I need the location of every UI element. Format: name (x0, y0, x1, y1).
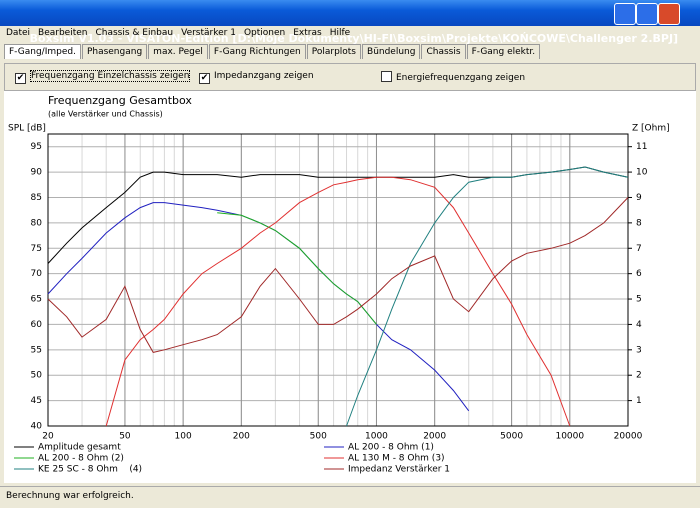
option[interactable]: ✔ Impedanzgang zeigen (199, 71, 314, 84)
series-line (47, 197, 629, 353)
minimize-button[interactable] (614, 3, 636, 25)
checkbox[interactable]: ✔ (15, 73, 26, 84)
y-tick-label: 55 (31, 345, 42, 355)
y2-axis-label: Z [Ohm] (632, 124, 670, 134)
x-tick-label: 10000 (555, 432, 584, 442)
x-tick-label: 20000 (614, 432, 643, 442)
y2-tick-label: 10 (636, 168, 648, 178)
plot-frame (47, 133, 629, 427)
y-tick-label: 40 (31, 422, 43, 432)
y-tick-label: 65 (31, 295, 42, 305)
x-tick-label: 100 (175, 432, 192, 442)
chart-title: Frequenzgang Gesamtbox (48, 94, 192, 107)
title-bar: Boxsim V1.03 - VISATON-Edition [D:\Moje … (0, 0, 700, 45)
close-button[interactable] (658, 3, 680, 25)
tab-strip: F-Gang/Imped. Phasengang max. Pegel F-Gang … (4, 44, 541, 59)
x-tick-label: 500 (310, 432, 327, 442)
legend-label: AL 130 M - 8 Ohm (3) (348, 454, 445, 464)
x-tick-label: 1000 (365, 432, 388, 442)
y-tick-label: 95 (31, 142, 42, 152)
option[interactable]: Energiefrequenzgang zeigen (381, 71, 525, 83)
menu-item[interactable]: Verstärker 1 (181, 28, 236, 38)
status-bar: Berechnung war erfolgreich. (0, 486, 700, 508)
y-tick-label: 90 (31, 168, 43, 178)
option-label: Impedanzgang zeigen (214, 71, 314, 81)
series-line (105, 176, 571, 427)
menu-item[interactable]: Extras (293, 28, 322, 38)
menu-item[interactable]: Bearbeiten (38, 28, 88, 38)
y-tick-label: 45 (31, 396, 42, 406)
series-line (346, 166, 629, 427)
option-label: Frequenzgang Einzelchassis zeigen (30, 70, 191, 82)
tab[interactable]: Phasengang (81, 44, 148, 59)
checkbox[interactable]: ✔ (199, 73, 210, 84)
y-tick-label: 85 (31, 193, 42, 203)
menu-item[interactable]: Chassis & Einbau (95, 28, 174, 38)
x-tick-label: 200 (233, 432, 250, 442)
y2-tick-label: 3 (636, 345, 642, 355)
y2-tick-label: 7 (636, 244, 642, 254)
y-tick-label: 50 (31, 371, 43, 381)
y2-tick-label: 11 (636, 142, 647, 152)
chart: Frequenzgang Gesamtbox (alle Verstärker … (4, 91, 696, 483)
legend-label: KE 25 SC - 8 Ohm (4) (38, 465, 142, 475)
x-tick-label: 5000 (500, 432, 523, 442)
y-tick-label: 60 (31, 320, 43, 330)
y2-tick-label: 5 (636, 295, 642, 305)
y-axis-label: SPL [dB] (8, 124, 46, 134)
legend-label: AL 200 - 8 Ohm (1) (348, 443, 434, 453)
y2-tick-label: 6 (636, 269, 642, 279)
y-tick-label: 70 (31, 269, 43, 279)
y2-tick-label: 4 (636, 320, 642, 330)
checkbox[interactable] (381, 71, 392, 82)
menu-item[interactable]: Datei (6, 28, 31, 38)
legend-label: Impedanz Verstärker 1 (348, 465, 450, 475)
menu-item[interactable]: Hilfe (329, 28, 351, 38)
tab[interactable]: max. Pegel (148, 44, 208, 59)
options-panel: ✔ Frequenzgang Einzelchassis zeigen ✔ Imped… (4, 63, 696, 91)
tab[interactable]: Bündelung (362, 44, 421, 59)
option-label: Energiefrequenzgang zeigen (396, 73, 526, 83)
y2-tick-label: 8 (636, 218, 642, 228)
y-tick-label: 75 (31, 244, 42, 254)
x-tick-label: 20 (42, 432, 54, 442)
maximize-button[interactable] (636, 3, 658, 25)
window-title: Boxsim V1.03 - VISATON-Edition [D:\Moje … (29, 32, 679, 45)
y2-tick-label: 9 (636, 193, 642, 203)
y2-tick-label: 1 (636, 396, 642, 406)
option[interactable]: ✔ Frequenzgang Einzelchassis zeigen (15, 70, 191, 84)
tab[interactable]: Chassis (421, 44, 466, 59)
x-tick-label: 2000 (423, 432, 446, 442)
menu-bar: Datei Bearbeiten Chassis & Einbau Verstärke… (0, 26, 700, 41)
series-line (217, 212, 377, 325)
chart-subtitle: (alle Verstärker und Chassis) (48, 110, 163, 119)
legend-label: Amplitude gesamt (38, 443, 121, 453)
tab[interactable]: F-Gang Richtungen (208, 44, 306, 59)
y2-tick-label: 2 (636, 371, 642, 381)
series-line (47, 166, 629, 264)
tab[interactable]: F-Gang elektr. (466, 44, 541, 59)
y-tick-label: 80 (31, 218, 43, 228)
tab[interactable]: Polarplots (306, 44, 362, 59)
legend-label: AL 200 - 8 Ohm (2) (38, 454, 124, 464)
menu-item[interactable]: Optionen (243, 28, 286, 38)
tab[interactable]: F-Gang/Imped. (4, 44, 81, 59)
x-tick-label: 50 (119, 432, 131, 442)
